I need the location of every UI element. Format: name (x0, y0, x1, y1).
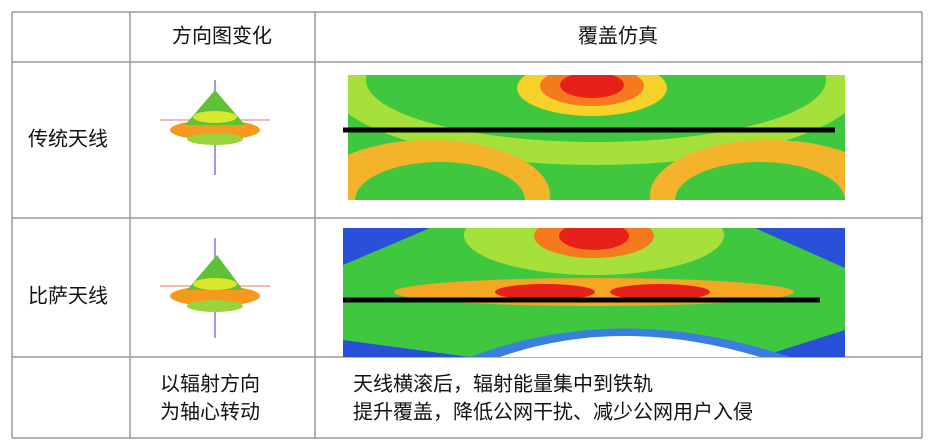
pattern-lobe (193, 278, 237, 290)
radiation-pattern-image (160, 238, 270, 338)
note-text: 天线横滚后，辐射能量集中到铁轨 (353, 372, 653, 396)
header-cell: 覆盖仿真 (578, 24, 658, 48)
header-cell: 方向图变化 (172, 24, 272, 48)
pattern-lobe (187, 133, 243, 145)
note-text: 提升覆盖，降低公网干扰、减少公网用户入侵 (353, 400, 753, 424)
coverage-area (755, 228, 845, 268)
table-grid (11, 11, 923, 439)
coverage-simulation-image (343, 75, 845, 200)
pattern-lobe (170, 286, 260, 306)
pattern-lobe (193, 111, 237, 123)
coverage-area (675, 162, 845, 200)
coverage-area (343, 228, 430, 265)
coverage-area (560, 75, 624, 98)
row-label: 传统天线 (28, 127, 108, 151)
note-text: 为轴心转动 (160, 400, 260, 424)
coverage-area (500, 336, 760, 357)
coverage-area (495, 284, 595, 300)
coverage-area (355, 162, 525, 200)
coverage-area (559, 228, 629, 250)
note-text: 以辐射方向 (160, 372, 260, 396)
coverage-area (610, 284, 710, 300)
coverage-area (760, 330, 845, 357)
radiation-pattern-image (160, 80, 270, 175)
row-label: 比萨天线 (28, 284, 108, 308)
pattern-lobe (187, 300, 243, 312)
coverage-simulation-image (343, 228, 845, 357)
coverage-area (343, 340, 470, 357)
